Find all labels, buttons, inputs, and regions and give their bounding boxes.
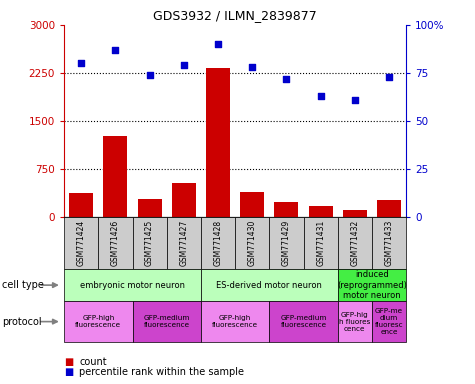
- Bar: [69, 193, 93, 217]
- Text: GFP-hig
h fluores
cence: GFP-hig h fluores cence: [339, 311, 370, 332]
- Bar: [133, 301, 201, 342]
- Bar: [275, 202, 298, 217]
- Bar: [235, 217, 269, 269]
- Text: induced
(reprogrammed)
motor neuron: induced (reprogrammed) motor neuron: [337, 270, 407, 300]
- Point: [351, 97, 359, 103]
- Point: [180, 62, 188, 68]
- Bar: [338, 301, 372, 342]
- Title: GDS3932 / ILMN_2839877: GDS3932 / ILMN_2839877: [153, 9, 317, 22]
- Text: GFP-me
dium
fluoresc
ence: GFP-me dium fluoresc ence: [375, 308, 403, 335]
- Bar: [338, 217, 372, 269]
- Bar: [372, 301, 406, 342]
- Point: [248, 64, 256, 70]
- Bar: [377, 200, 401, 217]
- Bar: [64, 217, 98, 269]
- Text: GSM771427: GSM771427: [180, 220, 188, 266]
- Bar: [343, 210, 367, 217]
- Text: percentile rank within the sample: percentile rank within the sample: [79, 367, 244, 377]
- Point: [317, 93, 324, 99]
- Text: GSM771431: GSM771431: [316, 220, 325, 266]
- Text: ■: ■: [64, 367, 73, 377]
- Point: [146, 72, 153, 78]
- Text: protocol: protocol: [2, 316, 42, 327]
- Bar: [269, 217, 304, 269]
- Point: [112, 47, 119, 53]
- Bar: [138, 199, 162, 217]
- Bar: [64, 301, 133, 342]
- Bar: [304, 217, 338, 269]
- Text: GFP-medium
fluorescence: GFP-medium fluorescence: [280, 315, 327, 328]
- Text: ■: ■: [64, 357, 73, 367]
- Bar: [64, 269, 201, 301]
- Text: GSM771429: GSM771429: [282, 220, 291, 266]
- Text: GSM771428: GSM771428: [214, 220, 222, 266]
- Bar: [201, 217, 235, 269]
- Text: count: count: [79, 357, 107, 367]
- Text: GSM771433: GSM771433: [385, 220, 393, 266]
- Text: GFP-high
fluorescence: GFP-high fluorescence: [212, 315, 258, 328]
- Text: GFP-medium
fluorescence: GFP-medium fluorescence: [143, 315, 190, 328]
- Bar: [201, 269, 338, 301]
- Text: embryonic motor neuron: embryonic motor neuron: [80, 281, 185, 290]
- Text: GSM771430: GSM771430: [248, 220, 256, 266]
- Bar: [133, 217, 167, 269]
- Point: [77, 60, 85, 66]
- Point: [283, 76, 290, 82]
- Text: GSM771425: GSM771425: [145, 220, 154, 266]
- Text: ES-derived motor neuron: ES-derived motor neuron: [217, 281, 322, 290]
- Text: cell type: cell type: [2, 280, 44, 290]
- Bar: [167, 217, 201, 269]
- Bar: [240, 192, 264, 217]
- Point: [385, 74, 393, 80]
- Bar: [172, 183, 196, 217]
- Bar: [372, 217, 406, 269]
- Point: [214, 41, 222, 47]
- Bar: [338, 269, 406, 301]
- Bar: [104, 136, 127, 217]
- Text: GSM771432: GSM771432: [351, 220, 359, 266]
- Text: GSM771426: GSM771426: [111, 220, 120, 266]
- Text: GSM771424: GSM771424: [77, 220, 86, 266]
- Bar: [98, 217, 133, 269]
- Bar: [269, 301, 338, 342]
- Text: GFP-high
fluorescence: GFP-high fluorescence: [75, 315, 122, 328]
- Bar: [309, 206, 332, 217]
- Bar: [206, 68, 230, 217]
- Bar: [201, 301, 269, 342]
